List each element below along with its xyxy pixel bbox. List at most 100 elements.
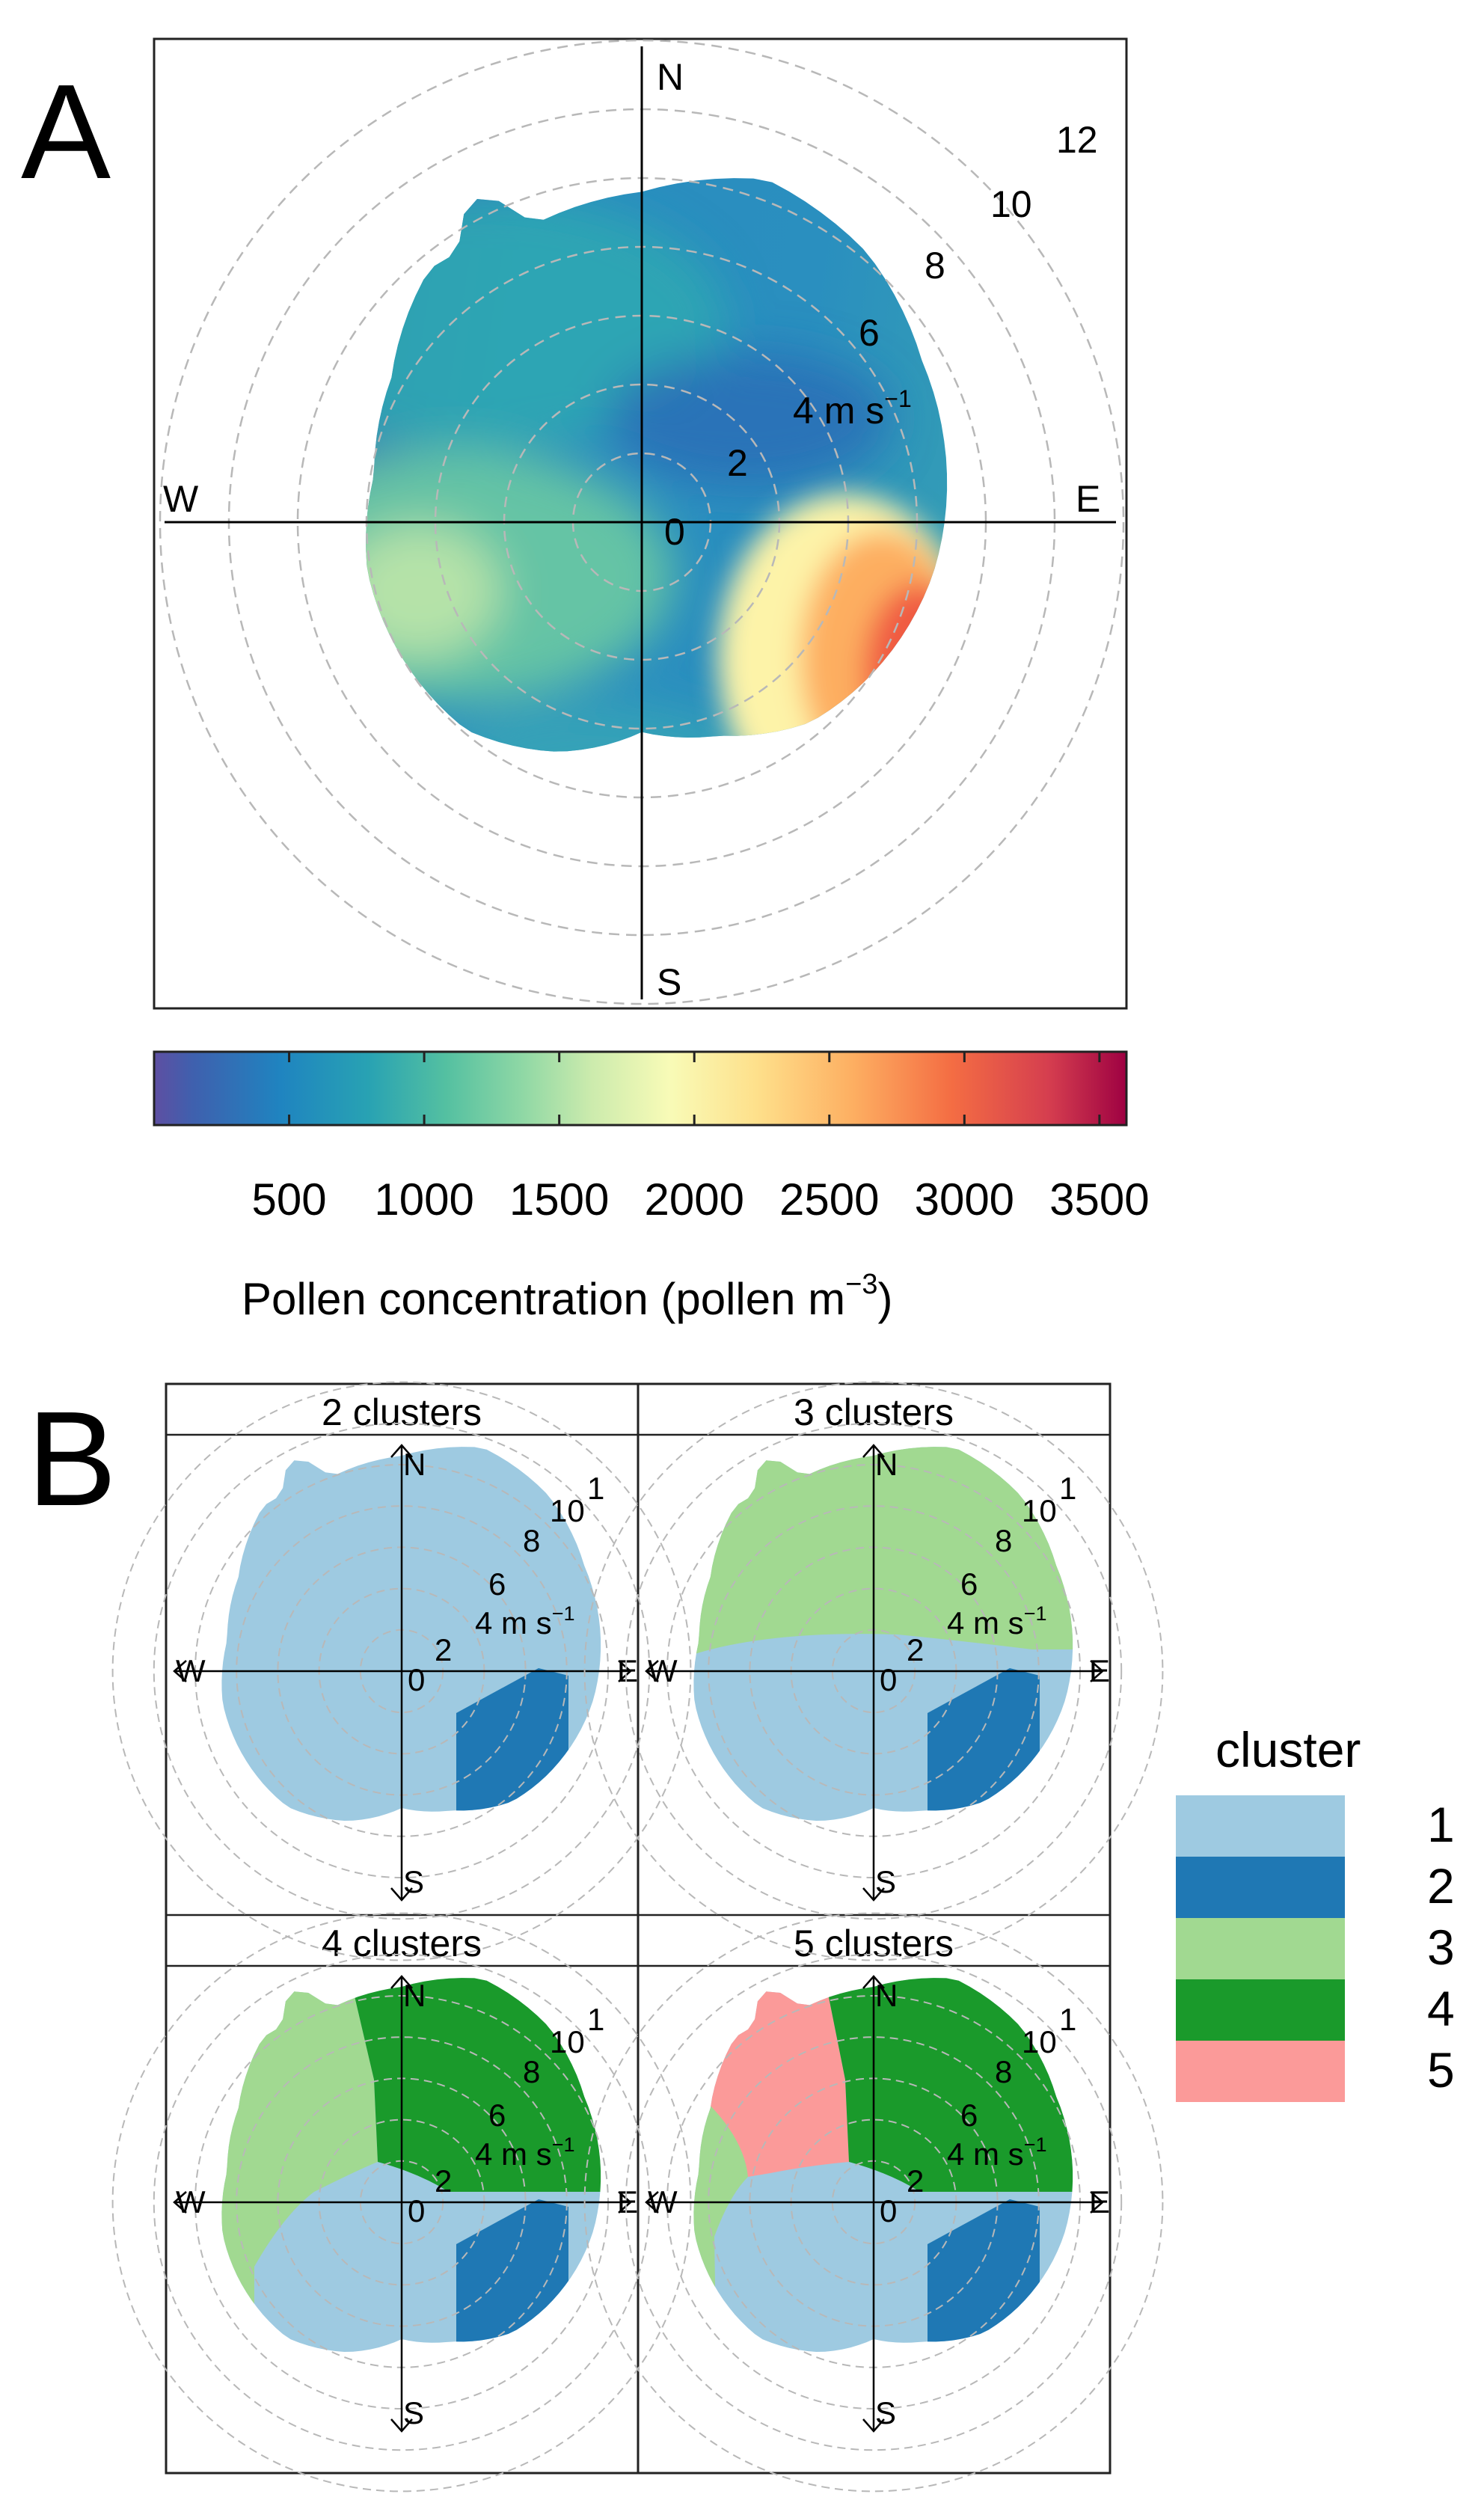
compass-north: N: [657, 56, 684, 98]
cluster-2-area: [456, 2199, 568, 2352]
compass-south: S: [875, 2395, 896, 2430]
cluster-3-area: [693, 1447, 1073, 1676]
heat-zone-teal-north: [366, 194, 726, 449]
ring-label-0: 0: [880, 2193, 897, 2228]
arrow-north: [390, 1975, 413, 1989]
ring-label-10: 10: [1022, 1493, 1057, 1528]
legend-swatch-4: [1176, 1979, 1345, 2041]
ring-label-8: 8: [523, 2054, 540, 2089]
speed-ring-14: [159, 39, 1125, 1005]
ring-label-12: 1: [1059, 2002, 1076, 2037]
panel-a-plot: N S E W 0 2 4 m s−1 6 8 10 12: [153, 37, 1128, 1010]
compass-south: S: [403, 1864, 424, 1899]
compass-east: E: [1089, 1653, 1110, 1688]
colorbar: 500 1000 1500 2000 2500 3000 3500 Pollen conce…: [153, 1050, 1150, 1324]
legend-swatch-3: [1176, 1918, 1345, 1979]
ring-label-12: 1: [587, 1471, 604, 1506]
compass-north: N: [403, 1447, 426, 1482]
compass-east: E: [1089, 2184, 1110, 2219]
ring-label-8: 8: [995, 1523, 1012, 1558]
compass-west: W: [176, 1653, 206, 1688]
panel-b-label: B: [27, 1384, 117, 1534]
colorbar-label-1000: 1000: [374, 1174, 473, 1225]
speed-ring-14: [583, 1912, 1164, 2493]
colorbar-label-1500: 1500: [509, 1174, 609, 1225]
facet-title-5: 5 clusters: [794, 1922, 954, 1964]
arrow-north: [390, 1444, 413, 1458]
legend-title: cluster: [1215, 1722, 1361, 1777]
compass-west: W: [648, 1653, 678, 1688]
facet-title-2: 2 clusters: [322, 1391, 482, 1433]
colorbar-bar: [153, 1050, 1128, 1127]
arrow-west: [173, 1660, 187, 1682]
ring-label-10: 10: [550, 2024, 585, 2059]
ring-label-6: 6: [859, 312, 880, 354]
ring-label-0: 0: [408, 1662, 425, 1697]
cluster-2-area: [456, 1668, 568, 1821]
compass-north: N: [875, 1978, 898, 2013]
ring-label-2: 2: [435, 1632, 452, 1667]
arrow-east: [1090, 1660, 1104, 1682]
colorbar-ticks: 500 1000 1500 2000 2500 3000 3500: [252, 1052, 1150, 1225]
compass-south: S: [403, 2395, 424, 2430]
compass-west: W: [163, 478, 199, 520]
compass-north: N: [875, 1447, 898, 1482]
ring-label-0: 0: [664, 511, 685, 553]
arrow-west: [645, 2191, 659, 2213]
legend-items: 1 2 3 4 5: [1176, 1795, 1455, 2102]
ring-label-6: 6: [960, 1566, 978, 1602]
arrow-north: [862, 1444, 885, 1458]
compass-west: W: [176, 2184, 206, 2219]
ring-label-0: 0: [408, 2193, 425, 2228]
ring-label-8: 8: [925, 245, 945, 287]
ring-label-2: 2: [907, 2163, 924, 2199]
compass-west: W: [648, 2184, 678, 2219]
compass-east: E: [1076, 478, 1100, 520]
colorbar-label-2500: 2500: [779, 1174, 879, 1225]
ring-label-12: 1: [587, 2002, 604, 2037]
arrow-south: [862, 2418, 885, 2433]
arrow-east: [1090, 2191, 1104, 2213]
arrow-west: [645, 1660, 659, 1682]
arrow-south: [862, 1887, 885, 1902]
arrow-south: [390, 1887, 413, 1902]
legend-swatch-5: [1176, 2041, 1345, 2102]
compass-south: S: [657, 961, 681, 1003]
speed-ring-12: [625, 1953, 1123, 2451]
ring-label-12: 1: [1059, 1471, 1076, 1506]
ring-label-6: 6: [488, 2098, 506, 2133]
ring-label-6: 6: [488, 1566, 506, 1602]
legend-label-2: 2: [1427, 1858, 1455, 1914]
compass-east: E: [617, 1653, 638, 1688]
ring-label-2: 2: [727, 442, 748, 484]
heat-zone-blue-east: [606, 352, 890, 486]
ring-label-10: 10: [990, 183, 1032, 225]
ring-label-0: 0: [880, 1662, 897, 1697]
ring-label-8: 8: [523, 1523, 540, 1558]
legend-label-1: 1: [1427, 1797, 1455, 1852]
facet-title-3: 3 clusters: [794, 1391, 954, 1433]
colorbar-label-3500: 3500: [1049, 1174, 1149, 1225]
legend-swatch-2: [1176, 1857, 1345, 1918]
compass-north: N: [403, 1978, 426, 2013]
colorbar-label-2000: 2000: [644, 1174, 743, 1225]
ring-label-2: 2: [907, 1632, 924, 1667]
ring-label-8: 8: [995, 2054, 1012, 2089]
ring-label-10: 10: [550, 1493, 585, 1528]
compass-east: E: [617, 2184, 638, 2219]
legend-label-5: 5: [1427, 2042, 1455, 2098]
facet-title-4: 4 clusters: [322, 1922, 482, 1964]
ring-label-10: 10: [1022, 2024, 1057, 2059]
arrow-east: [618, 1660, 632, 1682]
ring-label-12: 12: [1056, 119, 1098, 161]
arrow-north: [862, 1975, 885, 1989]
arrow-east: [618, 2191, 632, 2213]
ring-label-4: 4 m s−1: [947, 1602, 1046, 1640]
